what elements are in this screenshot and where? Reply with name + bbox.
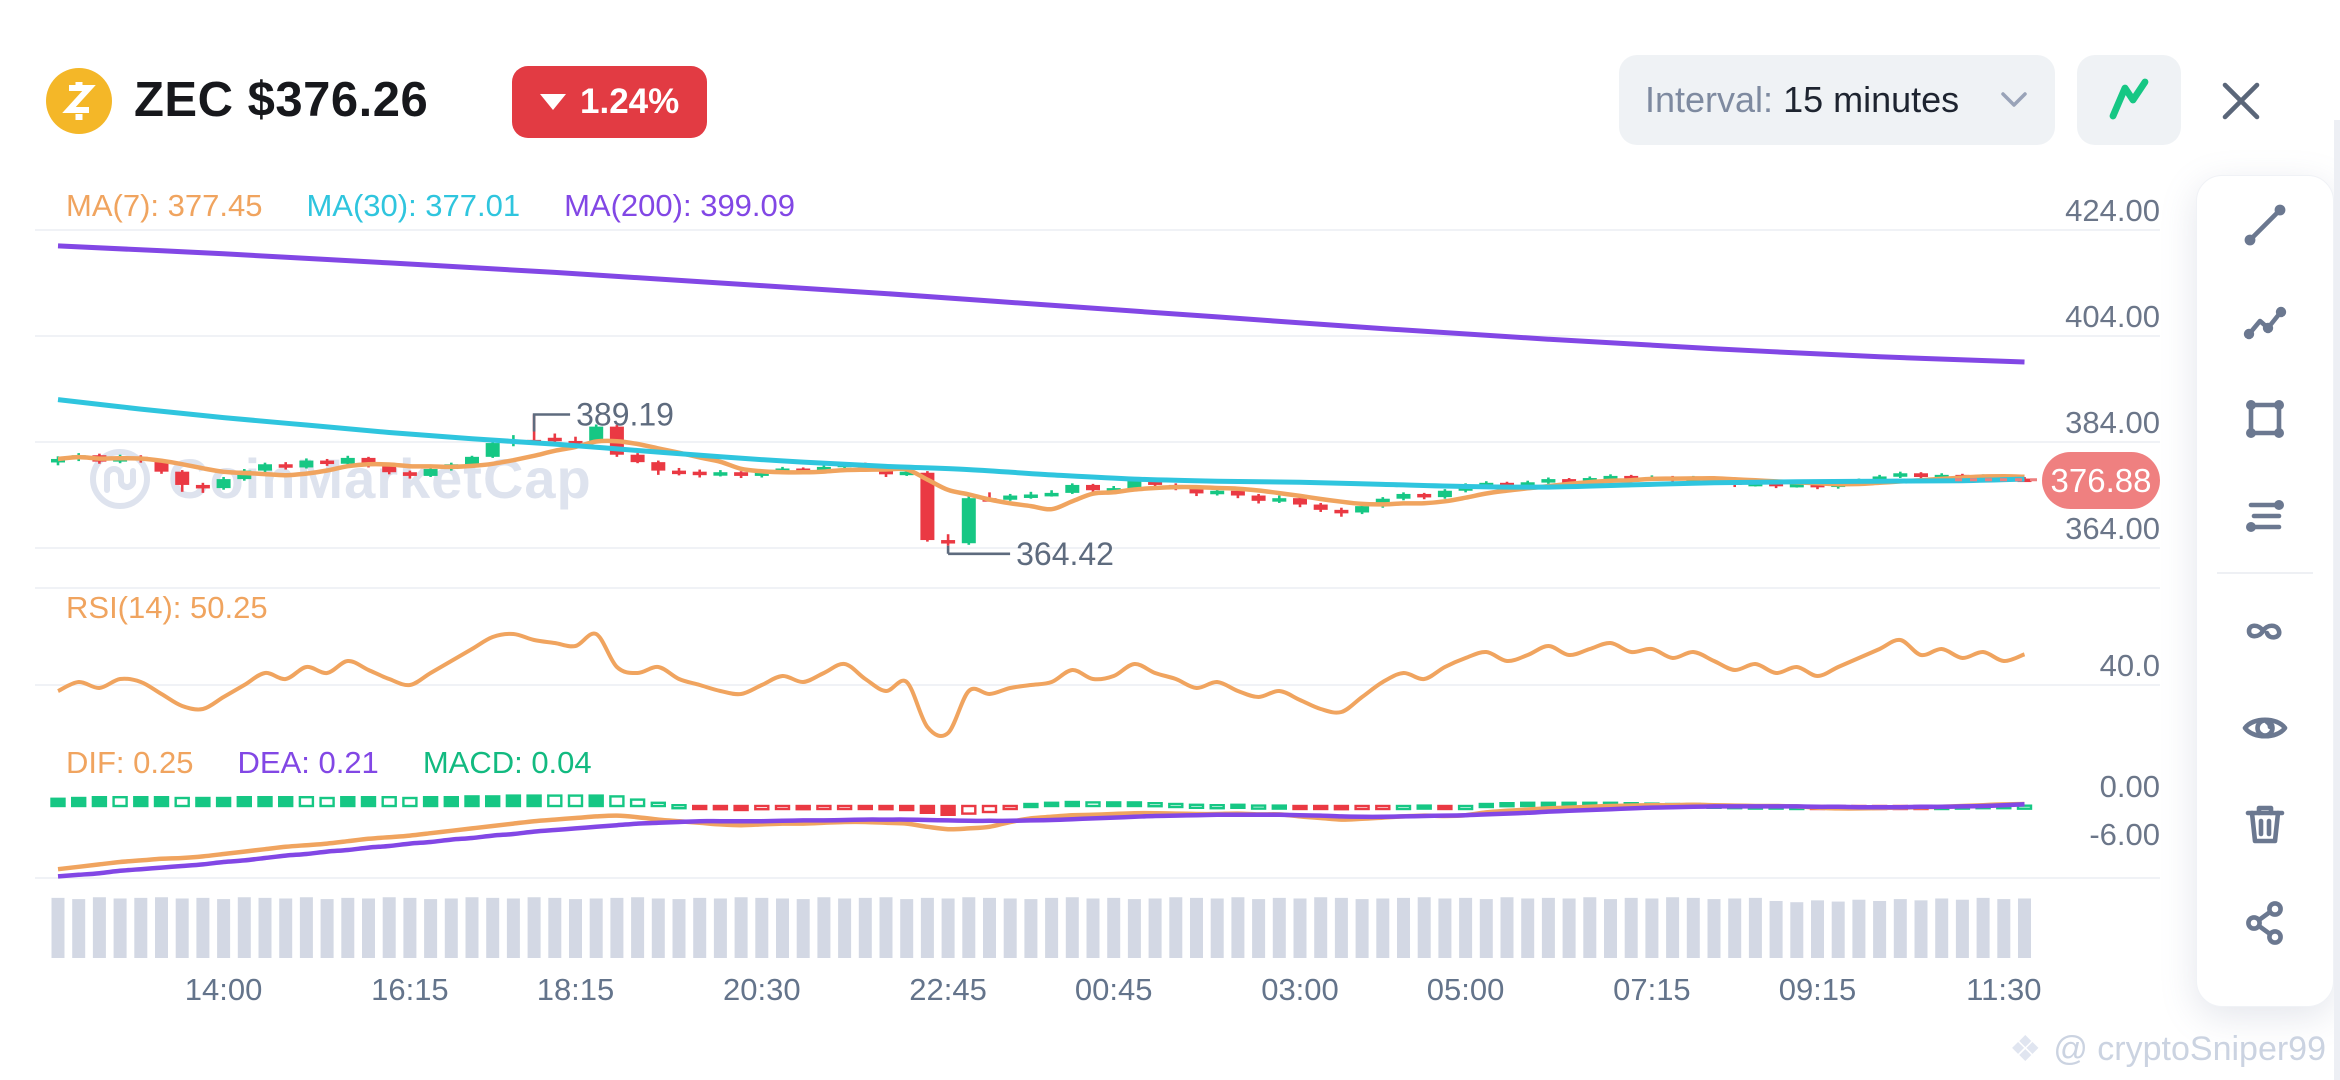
chevron-down-icon — [2001, 92, 2027, 107]
chart-type-button[interactable] — [2077, 55, 2181, 145]
dea-legend: DEA: 0.21 — [237, 745, 379, 780]
rectangle-tool[interactable] — [2197, 370, 2333, 467]
down-triangle-icon — [540, 94, 566, 110]
diamond-icon: ❖ — [2009, 1028, 2042, 1069]
page-edge — [2334, 120, 2340, 1080]
symbol-price-title: ZEC $376.26 — [134, 73, 429, 127]
low-annotation: 364.42 — [1016, 536, 1114, 572]
price-tick: 424.00 — [2065, 193, 2160, 228]
parallel-channel-tool[interactable] — [2197, 467, 2333, 564]
time-tick: 11:30 — [1966, 972, 2042, 1007]
interval-label: Interval: — [1645, 79, 1774, 120]
interval-dropdown[interactable]: Interval: 15 minutes — [1619, 55, 2055, 145]
time-tick: 16:15 — [371, 972, 449, 1007]
time-tick: 22:45 — [909, 972, 987, 1007]
interval-value: 15 minutes — [1783, 79, 1960, 120]
ma30-legend: MA(30): 377.01 — [306, 188, 521, 223]
price-tick: 364.00 — [2065, 511, 2160, 546]
time-tick: 03:00 — [1261, 972, 1339, 1007]
trend-line-tool[interactable] — [2197, 176, 2333, 273]
price-tick: 384.00 — [2065, 405, 2160, 440]
macd-tick: 0.00 — [2099, 769, 2160, 804]
close-icon — [2222, 82, 2260, 120]
visibility-eye-tool[interactable] — [2197, 679, 2333, 776]
drawing-toolbar — [2196, 175, 2334, 1007]
zec-logo-icon — [46, 68, 112, 134]
ma7-legend: MA(7): 377.45 — [66, 188, 263, 223]
macd-tick: -6.00 — [2089, 817, 2160, 852]
infinity-tool[interactable] — [2197, 582, 2333, 679]
high-annotation: 389.19 — [576, 396, 674, 432]
ma200-legend: MA(200): 399.09 — [564, 188, 796, 223]
price-tick: 404.00 — [2065, 299, 2160, 334]
dif-legend: DIF: 0.25 — [66, 745, 194, 780]
ma-legend: MA(7): 377.45 MA(30): 377.01 MA(200): 39… — [66, 188, 795, 224]
time-tick: 20:30 — [723, 972, 801, 1007]
polyline-tool[interactable] — [2197, 273, 2333, 370]
share-tool[interactable] — [2197, 873, 2333, 970]
rsi-legend: RSI(14): 50.25 — [66, 590, 268, 626]
time-tick: 07:15 — [1613, 972, 1691, 1007]
time-tick: 00:45 — [1074, 972, 1153, 1007]
close-button[interactable] — [2217, 77, 2265, 125]
line-chart-icon — [2109, 78, 2149, 120]
toolbar-divider — [2217, 572, 2313, 574]
change-percent: 1.24% — [580, 82, 680, 121]
rsi-tick: 40.0 — [2099, 648, 2160, 683]
macd-legend: DIF: 0.25 DEA: 0.21 MACD: 0.04 — [66, 745, 592, 781]
delete-trash-tool[interactable] — [2197, 776, 2333, 873]
time-tick: 09:15 — [1778, 972, 1857, 1007]
time-tick: 14:00 — [184, 972, 263, 1007]
time-tick: 05:00 — [1426, 972, 1505, 1007]
time-tick: 18:15 — [536, 972, 615, 1007]
price-change-badge: 1.24% — [512, 66, 708, 138]
credit-text: @ cryptoSniper99 — [2053, 1029, 2326, 1068]
coinmarketcap-logo-icon — [90, 448, 150, 509]
macd-legend-text: MACD: 0.04 — [422, 745, 592, 780]
rsi-legend-text: RSI(14): 50.25 — [66, 590, 268, 625]
credit-watermark: ❖ @ cryptoSniper99 — [2009, 1028, 2326, 1070]
last-price-badge: 376.88 — [2042, 452, 2160, 509]
